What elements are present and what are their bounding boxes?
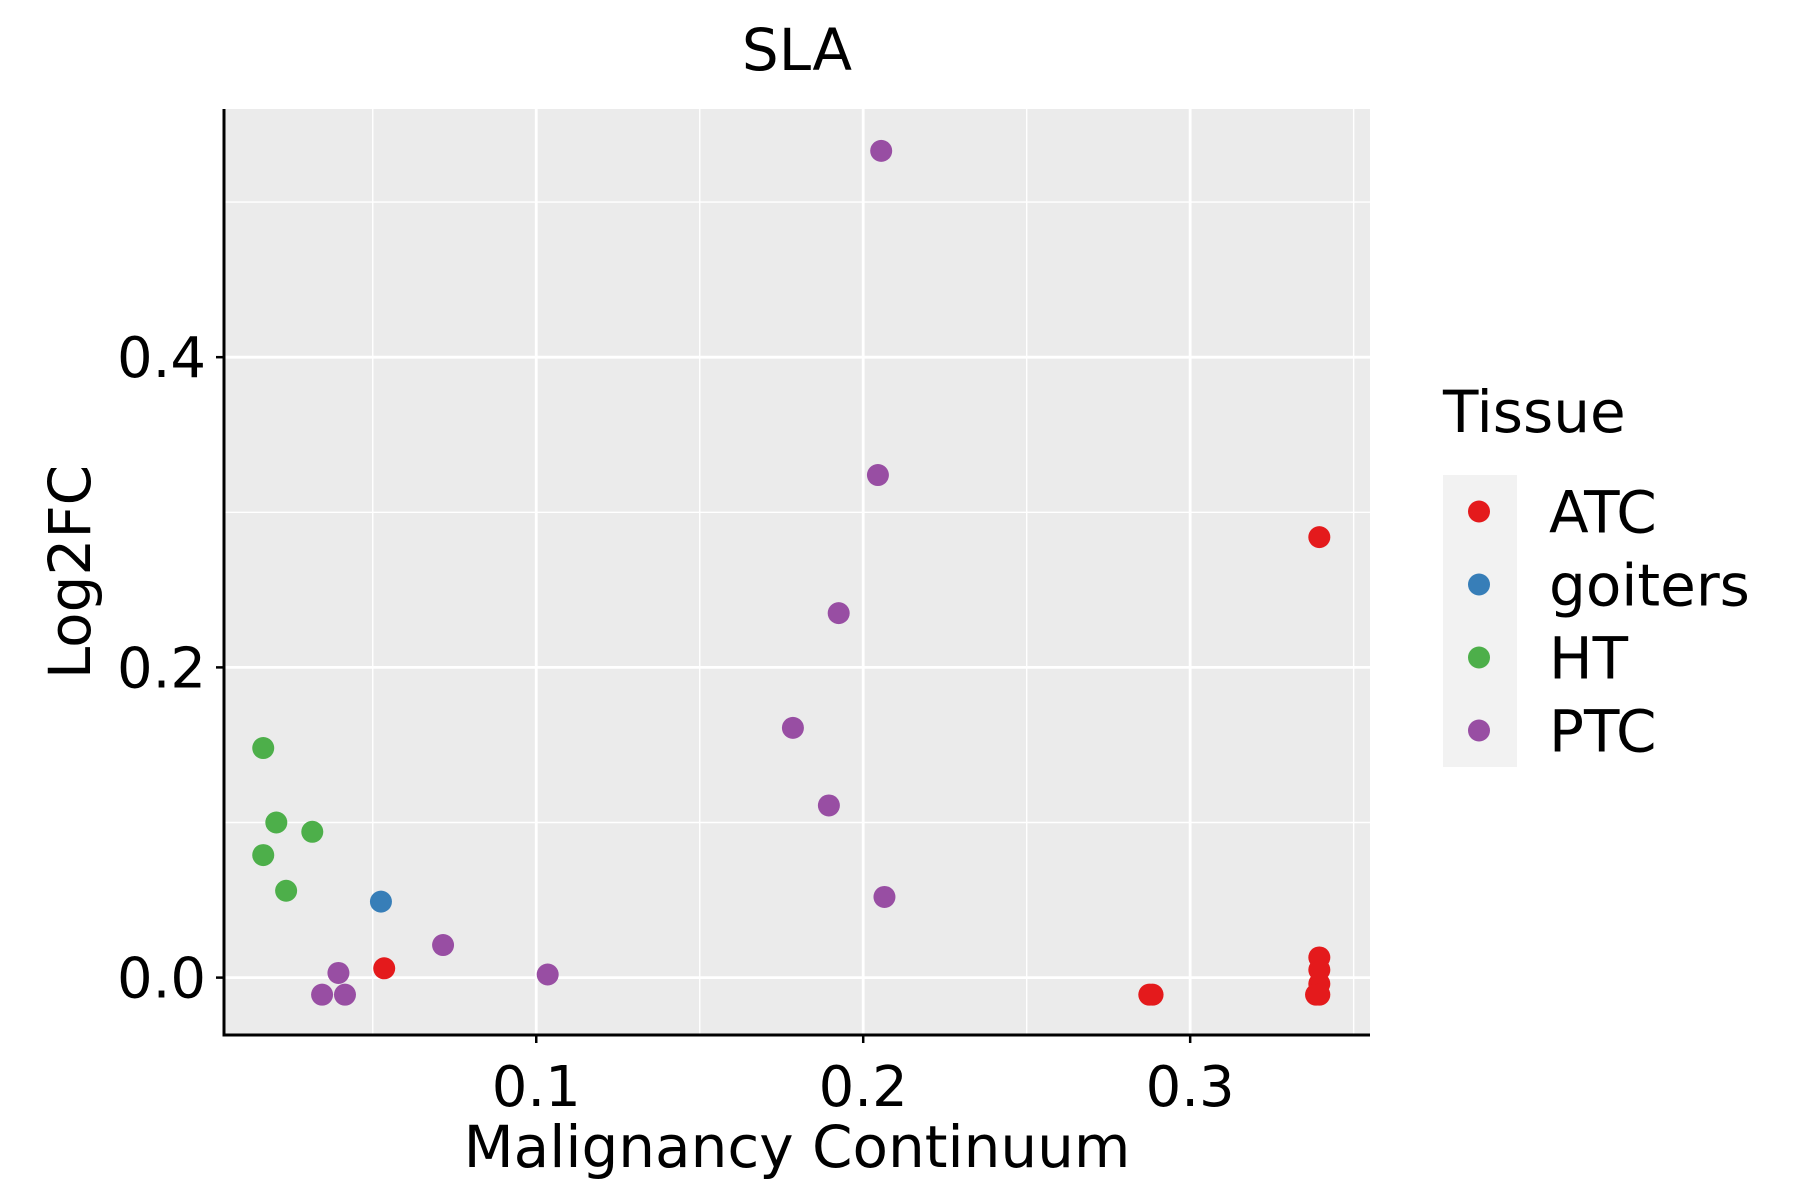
point-ht: [252, 844, 275, 867]
point-ptc: [311, 983, 334, 1006]
y-axis-ticks: 0.0 0.2 0.4: [117, 326, 224, 1012]
point-ht: [265, 811, 288, 834]
y-tick-label: 0.2: [117, 636, 206, 701]
legend-label-ptc: PTC: [1549, 698, 1657, 766]
point-atc: [373, 957, 396, 980]
x-tick-label: 0.1: [492, 1055, 581, 1120]
legend-label-goiters: goiters: [1549, 552, 1750, 620]
point-ht: [275, 879, 298, 902]
legend-key-ht: [1468, 646, 1490, 669]
y-tick-label: 0.4: [117, 326, 206, 391]
point-atc: [1141, 983, 1164, 1006]
point-ht: [252, 737, 275, 760]
point-ptc: [827, 602, 850, 625]
point-ptc: [873, 885, 896, 908]
point-ptc: [870, 139, 893, 162]
point-goiters: [369, 890, 392, 913]
point-atc: [1308, 983, 1331, 1006]
x-tick-label: 0.3: [1146, 1055, 1235, 1120]
point-ptc: [817, 794, 840, 817]
legend-key-atc: [1468, 500, 1490, 523]
y-axis-label: Log2FC: [36, 465, 104, 679]
point-ht: [301, 820, 324, 843]
legend-key-background: [1443, 475, 1517, 767]
axes: [222, 109, 1370, 1037]
legend-title: Tissue: [1442, 378, 1626, 446]
legend-label-atc: ATC: [1549, 479, 1657, 547]
x-tick-label: 0.2: [819, 1055, 908, 1120]
legend-label-ht: HT: [1549, 625, 1629, 693]
point-ptc: [333, 983, 356, 1006]
point-ptc: [866, 464, 889, 487]
minor-grid: [224, 109, 1370, 1035]
point-ptc: [536, 963, 559, 986]
legend-key-ptc: [1468, 719, 1490, 742]
chart-title: SLA: [742, 16, 852, 84]
major-grid: [224, 109, 1370, 1035]
point-ptc: [327, 961, 350, 984]
plot-panel: [224, 109, 1370, 1035]
point-ptc: [432, 934, 455, 957]
legend-key-goiters: [1468, 573, 1490, 596]
data-points: [252, 139, 1331, 1006]
x-axis-label: Malignancy Continuum: [464, 1113, 1131, 1181]
x-axis-ticks: 0.1 0.2 0.3: [492, 1035, 1235, 1120]
point-ptc: [781, 716, 804, 739]
y-tick-label: 0.0: [117, 947, 206, 1012]
point-atc: [1308, 526, 1331, 549]
